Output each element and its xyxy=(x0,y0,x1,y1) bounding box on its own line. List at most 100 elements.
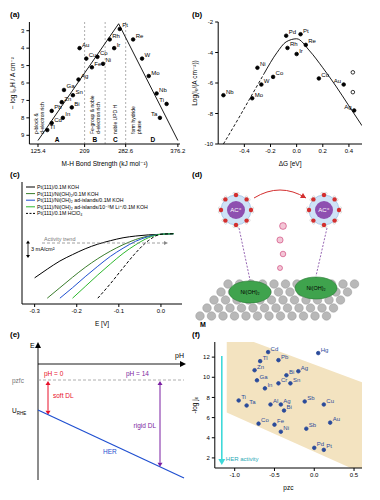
svg-text:282.6: 282.6 xyxy=(118,148,134,154)
svg-text:Co: Co xyxy=(261,417,269,423)
svg-text:0.0: 0.0 xyxy=(310,472,319,478)
svg-text:Ir: Ir xyxy=(117,42,121,48)
svg-text:Zn: Zn xyxy=(64,96,71,102)
svg-text:Rh: Rh xyxy=(112,33,120,39)
svg-text:Fe: Fe xyxy=(277,418,285,424)
svg-text:8: 8 xyxy=(21,115,25,121)
svg-text:W: W xyxy=(145,52,151,58)
svg-text:Cu: Cu xyxy=(321,72,329,78)
svg-text:pH = 14: pH = 14 xyxy=(126,370,149,378)
svg-text:-0.4: -0.4 xyxy=(239,148,250,154)
svg-text:-1.0: -1.0 xyxy=(230,472,241,478)
svg-text:Co: Co xyxy=(100,50,108,56)
svg-text:Activity trend: Activity trend xyxy=(44,236,75,242)
svg-text:E: E xyxy=(30,342,35,349)
svg-text:Ni: Ni xyxy=(106,57,112,63)
svg-text:Sn: Sn xyxy=(75,89,82,95)
svg-text:8: 8 xyxy=(206,395,210,401)
svg-text:Fe-group & noble: Fe-group & noble xyxy=(89,95,95,134)
svg-text:0.4: 0.4 xyxy=(345,148,354,154)
svg-text:-2: -2 xyxy=(208,19,214,25)
svg-text:(f): (f) xyxy=(192,330,200,339)
svg-text:0.0: 0.0 xyxy=(292,148,301,154)
svg-text:-0.5: -0.5 xyxy=(269,472,280,478)
svg-text:− log i₀,H / A cm⁻²: − log i₀,H / A cm⁻² xyxy=(9,56,17,109)
svg-text:Rh: Rh xyxy=(290,41,298,47)
svg-text:Ti: Ti xyxy=(241,394,246,400)
svg-text:Ag: Ag xyxy=(301,365,308,371)
svg-text:d-electron rich: d-electron rich xyxy=(39,102,45,134)
svg-text:rigid DL: rigid DL xyxy=(134,422,157,430)
svg-text:Pb: Pb xyxy=(281,354,289,360)
svg-text:Ta: Ta xyxy=(249,399,256,405)
svg-text:-8: -8 xyxy=(208,111,214,117)
svg-text:7: 7 xyxy=(21,98,25,104)
svg-text:Tl: Tl xyxy=(263,355,268,361)
svg-text:Hg: Hg xyxy=(321,347,329,353)
svg-text:-log j₀: -log j₀ xyxy=(191,396,199,413)
svg-text:0.2: 0.2 xyxy=(319,148,328,154)
svg-text:Au: Au xyxy=(334,78,341,84)
svg-text:Pt: Pt xyxy=(303,28,309,34)
svg-text:Pd: Pd xyxy=(317,441,324,447)
svg-text:A: A xyxy=(55,136,60,143)
svg-text:E [V]: E [V] xyxy=(95,320,109,328)
svg-text:soft DL: soft DL xyxy=(53,392,74,399)
svg-text:Ir: Ir xyxy=(299,48,303,54)
svg-text:Ag: Ag xyxy=(81,73,88,79)
svg-text:p-block &: p-block & xyxy=(33,112,39,134)
svg-text:Re: Re xyxy=(308,38,316,44)
svg-text:(a): (a) xyxy=(10,10,20,19)
svg-text:0.0: 0.0 xyxy=(157,308,166,314)
svg-text:In: In xyxy=(65,111,70,117)
svg-text:form hydride: form hydride xyxy=(130,106,136,134)
svg-text:4: 4 xyxy=(206,435,210,441)
svg-text:Ni: Ni xyxy=(283,425,289,431)
svg-text:Mo: Mo xyxy=(255,92,264,98)
svg-text:Sb: Sb xyxy=(309,422,317,428)
svg-text:-4: -4 xyxy=(208,50,214,56)
svg-text:Bi: Bi xyxy=(287,404,292,410)
svg-text:6: 6 xyxy=(21,80,25,86)
svg-text:0.5: 0.5 xyxy=(350,472,359,478)
svg-text:D: D xyxy=(150,136,155,143)
svg-text:noble UPD H: noble UPD H xyxy=(112,104,118,134)
svg-text:(d): (d) xyxy=(192,170,203,179)
svg-text:Au: Au xyxy=(82,42,89,48)
svg-text:Cd: Cd xyxy=(271,346,279,352)
svg-text:-0.1: -0.1 xyxy=(114,308,125,314)
svg-text:9: 9 xyxy=(21,132,25,138)
svg-text:AC⁺: AC⁺ xyxy=(318,207,330,213)
svg-text:-0.3: -0.3 xyxy=(29,308,40,314)
svg-text:Pd: Pd xyxy=(289,29,296,35)
svg-text:-10: -10 xyxy=(205,141,214,147)
svg-text:Ti: Ti xyxy=(159,97,164,103)
svg-text:Cu: Cu xyxy=(326,398,334,404)
svg-text:Sn: Sn xyxy=(293,377,300,383)
svg-text:Ta: Ta xyxy=(151,111,158,117)
svg-text:12: 12 xyxy=(203,354,210,360)
svg-text:M: M xyxy=(200,321,206,328)
svg-text:URHE: URHE xyxy=(12,407,26,416)
svg-text:pzc: pzc xyxy=(283,484,294,492)
svg-text:376.2: 376.2 xyxy=(170,148,186,154)
svg-text:M-H Bond Strength (kJ mol⁻¹): M-H Bond Strength (kJ mol⁻¹) xyxy=(62,160,148,168)
svg-text:ΔG [eV]: ΔG [eV] xyxy=(279,160,302,168)
svg-text:Ni(OH)₂: Ni(OH)₂ xyxy=(240,289,259,295)
svg-text:Zn: Zn xyxy=(257,364,264,370)
svg-text:6: 6 xyxy=(206,415,210,421)
svg-text:HER: HER xyxy=(103,448,117,455)
svg-text:Bi: Bi xyxy=(289,369,294,375)
svg-text:Ga: Ga xyxy=(66,83,75,89)
svg-text:209: 209 xyxy=(80,148,91,154)
svg-text:Ni: Ni xyxy=(260,61,266,67)
svg-text:Pt: Pt xyxy=(326,443,332,449)
svg-text:-0.2: -0.2 xyxy=(265,148,276,154)
svg-text:Ga: Ga xyxy=(259,374,268,380)
svg-text:d-electron rich: d-electron rich xyxy=(95,102,101,134)
svg-text:(c): (c) xyxy=(10,170,20,179)
svg-text:Pt(111)/Ni(OH)₂ ad-islands/0.1: Pt(111)/Ni(OH)₂ ad-islands/0.1M KOH xyxy=(37,197,124,203)
svg-text:Bi: Bi xyxy=(74,101,79,107)
svg-text:Co: Co xyxy=(276,70,284,76)
svg-text:pzfc: pzfc xyxy=(12,377,25,385)
